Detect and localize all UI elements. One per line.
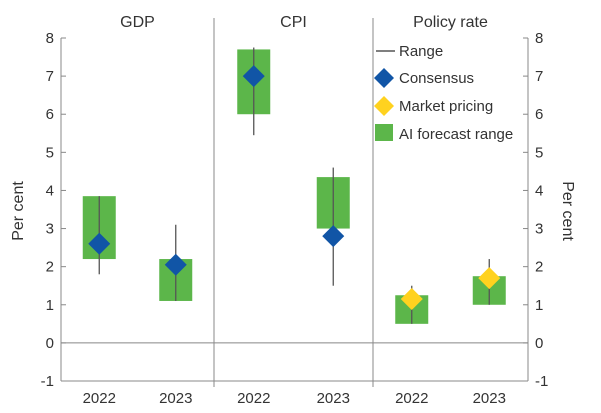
y-tick-label-left: 4 bbox=[46, 182, 54, 199]
y-tick-label-left: 7 bbox=[46, 68, 54, 85]
y-tick-label-right: 5 bbox=[535, 144, 543, 161]
legend-ai-forecast-swatch bbox=[375, 124, 393, 141]
x-tick-label: 2023 bbox=[317, 390, 350, 407]
x-tick-label: 2022 bbox=[395, 390, 428, 407]
y-axis-label-left: Per cent bbox=[10, 181, 27, 241]
consensus-marker bbox=[322, 225, 345, 248]
y-tick-label-left: 5 bbox=[46, 144, 54, 161]
legend-ai-forecast-label: AI forecast range bbox=[399, 126, 513, 143]
legend-market-pricing-label: Market pricing bbox=[399, 98, 493, 115]
y-tick-label-left: 0 bbox=[46, 335, 54, 352]
legend-consensus-swatch bbox=[374, 68, 394, 88]
legend: Range Consensus Market pricing AI foreca… bbox=[374, 43, 513, 143]
legend-market-pricing-swatch bbox=[374, 96, 394, 116]
y-tick-label-right: 7 bbox=[535, 68, 543, 85]
point-markers bbox=[88, 65, 501, 311]
legend-consensus-label: Consensus bbox=[399, 70, 474, 87]
y-tick-label-right: -1 bbox=[535, 373, 548, 390]
market-pricing-marker bbox=[400, 288, 423, 311]
y-tick-label-left: 8 bbox=[46, 30, 54, 47]
consensus-marker bbox=[242, 65, 265, 88]
market-pricing-marker bbox=[478, 267, 501, 290]
y-tick-label-left: 3 bbox=[46, 221, 54, 238]
x-tick-label: 2023 bbox=[159, 390, 192, 407]
y-tick-label-right: 8 bbox=[535, 30, 543, 47]
y-tick-label-left: 2 bbox=[46, 259, 54, 276]
panel-title: Policy rate bbox=[413, 14, 488, 31]
y-tick-label-right: 1 bbox=[535, 297, 543, 314]
y-tick-label-right: 2 bbox=[535, 259, 543, 276]
labels: Per cent Per cent bbox=[10, 181, 576, 242]
x-tick-label: 2022 bbox=[83, 390, 116, 407]
y-tick-label-left: -1 bbox=[41, 373, 54, 390]
y-axis-label-right: Per cent bbox=[559, 181, 576, 241]
x-tick-label: 2023 bbox=[473, 390, 506, 407]
consensus-marker bbox=[88, 232, 111, 255]
ai-forecast-range-bars bbox=[82, 49, 506, 324]
consensus-marker bbox=[164, 253, 187, 276]
panel-title: GDP bbox=[120, 14, 155, 31]
y-tick-label-left: 6 bbox=[46, 106, 54, 123]
y-tick-label-right: 3 bbox=[535, 221, 543, 238]
y-tick-label-left: 1 bbox=[46, 297, 54, 314]
y-tick-label-right: 0 bbox=[535, 335, 543, 352]
y-tick-label-right: 4 bbox=[535, 182, 543, 199]
y-tick-label-right: 6 bbox=[535, 106, 543, 123]
legend-range-label: Range bbox=[399, 43, 443, 60]
panel-title: CPI bbox=[280, 14, 307, 31]
range-lines bbox=[98, 47, 490, 324]
x-tick-label: 2022 bbox=[237, 390, 270, 407]
